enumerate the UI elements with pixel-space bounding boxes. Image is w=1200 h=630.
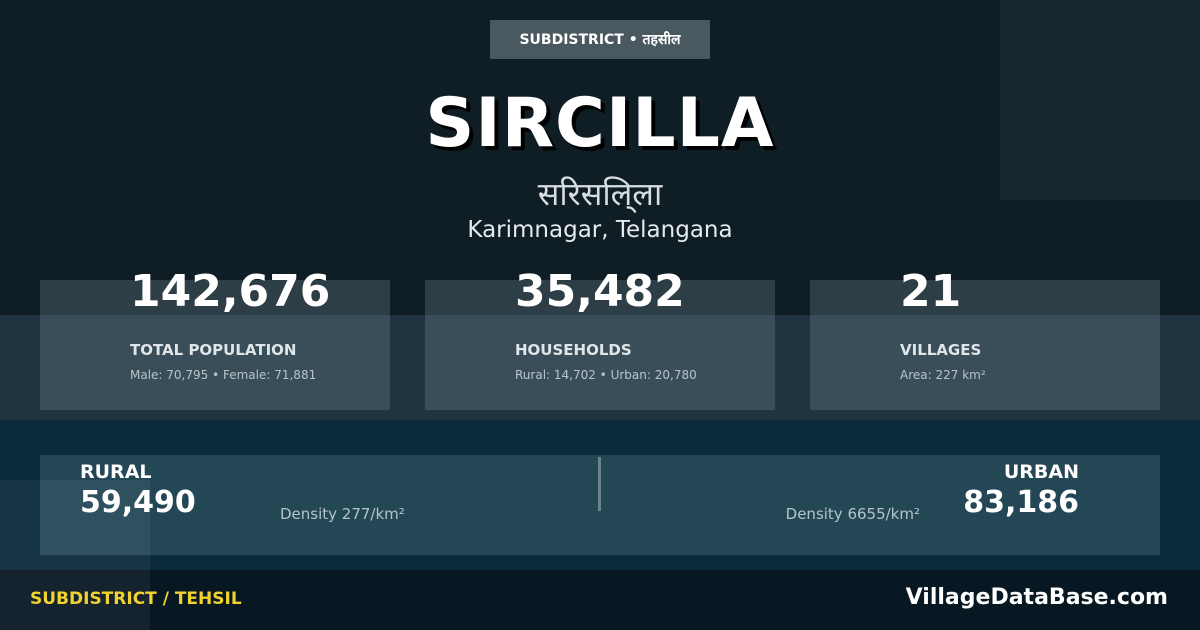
decor-block: [1000, 0, 1200, 200]
page-title: SIRCILLA: [425, 84, 775, 163]
rural-label: RURAL: [80, 461, 152, 483]
stat-card-population: 142,676 TOTAL POPULATION Male: 70,795 • …: [40, 266, 390, 410]
rural-density: Density 277/km²: [280, 505, 405, 523]
stat-value: 21: [900, 266, 962, 317]
decor-block: [0, 480, 150, 630]
footer-bar: [0, 570, 1200, 630]
urban-label: URBAN: [1003, 461, 1079, 483]
stat-value: 142,676: [130, 266, 331, 317]
type-badge: SUBDISTRICT • तहसील: [490, 20, 710, 59]
stat-label: VILLAGES: [900, 341, 982, 359]
stat-label: HOUSEHOLDS: [515, 341, 632, 359]
urban-density: Density 6655/km²: [785, 505, 920, 523]
site-logo-text[interactable]: VillageDataBase.com: [905, 585, 1168, 610]
footer-category: SUBDISTRICT / TEHSIL: [30, 589, 242, 609]
location: Karimnagar, Telangana: [467, 217, 733, 243]
urban-value: 83,186: [963, 485, 1079, 520]
stat-label: TOTAL POPULATION: [130, 341, 297, 359]
divider: [598, 457, 601, 511]
stat-value: 35,482: [515, 266, 685, 317]
stat-card-villages: 21 VILLAGES Area: 227 km²: [810, 266, 1160, 410]
stat-sub: Male: 70,795 • Female: 71,881: [130, 368, 317, 382]
stat-sub: Area: 227 km²: [900, 368, 986, 382]
stat-card-households: 35,482 HOUSEHOLDS Rural: 14,702 • Urban:…: [425, 266, 775, 410]
page-title-hindi: सरिसलि्ला: [537, 175, 663, 213]
stat-sub: Rural: 14,702 • Urban: 20,780: [515, 368, 697, 382]
rural-value: 59,490: [80, 485, 196, 520]
stats-band: [0, 315, 1200, 420]
